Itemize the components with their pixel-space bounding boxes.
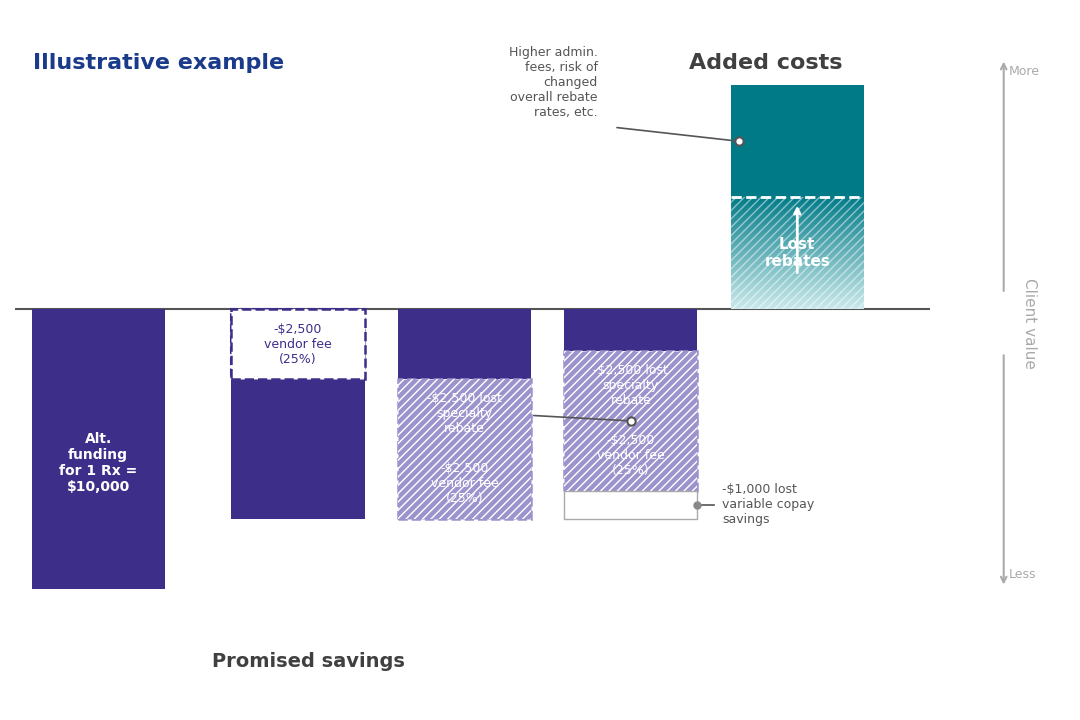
Bar (731, 305, 864, 307)
Bar (731, 215, 864, 217)
Bar (397, 379, 531, 449)
Text: -$2,500 lost
specialty
rebate: -$2,500 lost specialty rebate (427, 392, 502, 436)
Bar (564, 421, 698, 491)
Bar (731, 235, 864, 238)
Bar (731, 206, 864, 208)
Bar (731, 197, 864, 309)
Text: Less: Less (1009, 569, 1036, 582)
Bar (731, 260, 864, 262)
Text: Added costs: Added costs (689, 53, 842, 73)
Bar (731, 240, 864, 242)
Bar (731, 222, 864, 224)
Bar (731, 86, 864, 197)
Bar (231, 309, 365, 379)
Text: Illustrative example: Illustrative example (33, 53, 284, 73)
Bar (731, 233, 864, 235)
Text: Alt.
funding
for 1 Rx =
$10,000: Alt. funding for 1 Rx = $10,000 (59, 431, 137, 494)
Bar (731, 226, 864, 228)
Text: -$2,500
vendor fee
(25%): -$2,500 vendor fee (25%) (597, 434, 664, 477)
Bar (731, 271, 864, 274)
Bar (731, 231, 864, 233)
Bar (731, 294, 864, 296)
Bar (731, 278, 864, 280)
Bar (564, 351, 698, 421)
Text: Client value: Client value (1022, 278, 1037, 369)
Text: -$2,500
vendor fee
(25%): -$2,500 vendor fee (25%) (265, 323, 332, 366)
Bar (731, 264, 864, 266)
Bar (231, 309, 365, 379)
Bar (731, 224, 864, 226)
Bar (731, 228, 864, 231)
Bar (731, 266, 864, 269)
Text: Higher admin.
fees, risk of
changed
overall rebate
rates, etc.: Higher admin. fees, risk of changed over… (509, 46, 597, 119)
Bar (731, 197, 864, 199)
Bar (564, 491, 698, 519)
Bar (731, 291, 864, 294)
Bar (564, 309, 698, 351)
Bar (731, 244, 864, 246)
Text: -$1,000 lost
variable copay
savings: -$1,000 lost variable copay savings (723, 483, 814, 526)
Bar (731, 220, 864, 222)
Bar (397, 449, 531, 519)
Bar (564, 351, 698, 421)
Bar (731, 280, 864, 282)
Bar (731, 269, 864, 271)
Bar (731, 208, 864, 211)
Bar (731, 296, 864, 298)
Bar (731, 242, 864, 244)
Bar (731, 284, 864, 287)
Bar (731, 289, 864, 291)
Bar (731, 213, 864, 215)
Bar (397, 309, 531, 379)
Bar (731, 256, 864, 258)
Bar (731, 199, 864, 202)
Bar (731, 298, 864, 300)
Bar (731, 246, 864, 248)
Bar (731, 217, 864, 220)
Bar (731, 307, 864, 309)
Bar (731, 238, 864, 240)
Bar (397, 449, 531, 519)
Bar (731, 282, 864, 284)
Bar (731, 302, 864, 305)
Text: -$2,500 lost
specialty
rebate: -$2,500 lost specialty rebate (593, 364, 669, 408)
Text: 60% lower
savings than
"promised": 60% lower savings than "promised" (443, 369, 523, 413)
Text: Lost
rebates: Lost rebates (765, 237, 831, 269)
Bar (731, 248, 864, 251)
Bar (731, 276, 864, 278)
Bar (731, 258, 864, 260)
Text: -$2,500
vendor fee
(25%): -$2,500 vendor fee (25%) (431, 462, 498, 505)
Bar (731, 287, 864, 289)
Bar (397, 379, 531, 449)
Text: Promised savings: Promised savings (212, 652, 404, 671)
Bar (731, 253, 864, 256)
Bar (231, 379, 365, 519)
Bar (731, 300, 864, 302)
Bar (564, 421, 698, 491)
Bar (731, 202, 864, 204)
Bar (731, 211, 864, 213)
Bar (731, 262, 864, 264)
Bar (31, 309, 165, 589)
Bar (731, 251, 864, 253)
Bar (731, 204, 864, 206)
Text: More: More (1009, 65, 1039, 78)
Bar (731, 274, 864, 276)
